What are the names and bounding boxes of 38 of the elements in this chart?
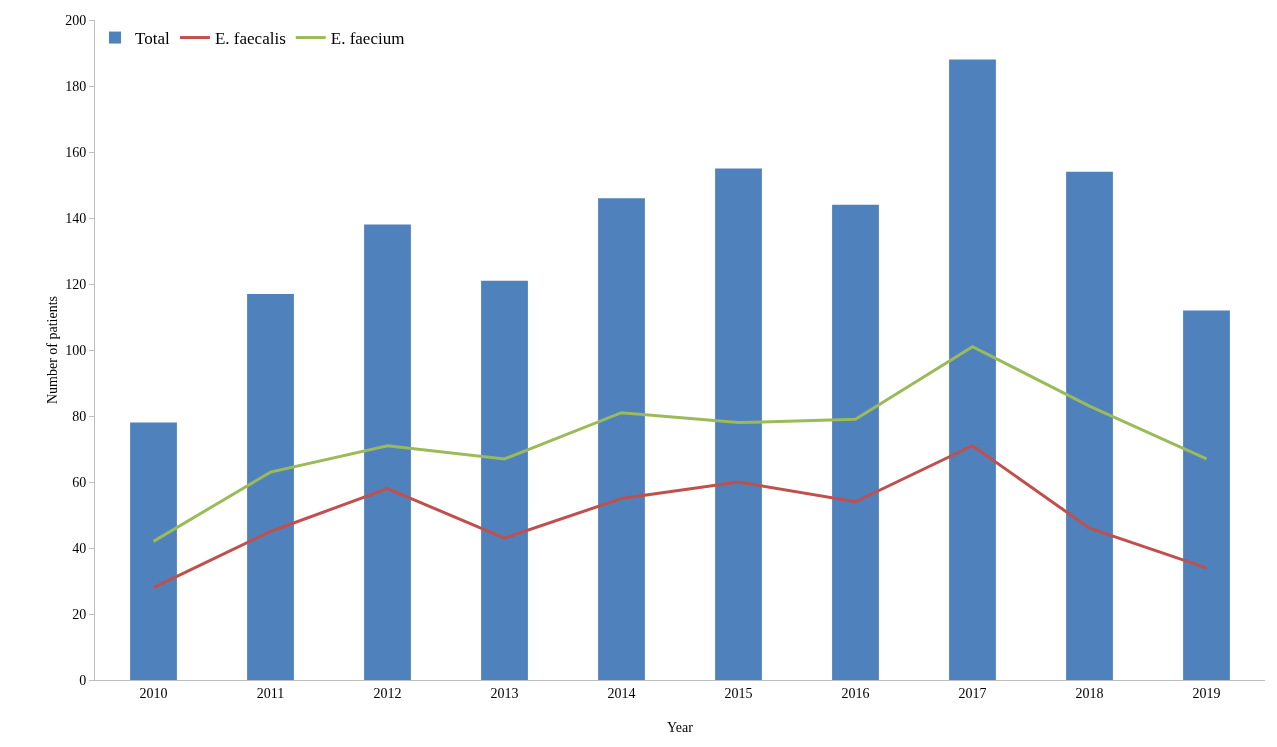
y-tick-label: 100 xyxy=(65,342,87,358)
x-tick-label: 2013 xyxy=(490,685,519,701)
y-tick-label: 160 xyxy=(65,144,87,160)
bar xyxy=(949,59,996,680)
x-tick-label: 2012 xyxy=(373,685,402,701)
bar xyxy=(481,280,528,680)
x-tick-label: 2019 xyxy=(1192,685,1221,701)
line-series xyxy=(152,444,1208,590)
y-tick-label: 80 xyxy=(72,408,87,424)
y-tick-label: 140 xyxy=(65,210,87,226)
y-axis-title: Number of patients xyxy=(45,295,60,405)
legend-label: E. faecalis xyxy=(214,29,286,49)
x-tick-label: 2010 xyxy=(139,685,168,701)
legend-label: Total xyxy=(135,29,170,49)
bar xyxy=(130,422,177,680)
y-tick-label: 120 xyxy=(65,276,87,292)
y-tick-label: 20 xyxy=(72,606,87,622)
bar xyxy=(247,293,294,680)
y-tick-label: 60 xyxy=(72,474,87,490)
bar xyxy=(1183,310,1230,680)
line-series xyxy=(152,345,1208,543)
x-tick-label: 2015 xyxy=(724,685,753,701)
bar xyxy=(1066,171,1113,680)
x-axis-title: Year xyxy=(667,720,694,735)
y-tick-label: 200 xyxy=(65,12,87,28)
x-tick-label: 2017 xyxy=(958,685,987,701)
y-tick-label: 180 xyxy=(65,78,87,94)
x-tick-label: 2018 xyxy=(1075,685,1104,701)
y-tick-label: 0 xyxy=(79,672,87,688)
bar xyxy=(832,204,879,680)
bar xyxy=(598,198,645,680)
x-tick-label: 2016 xyxy=(841,685,870,701)
bar xyxy=(715,168,762,680)
y-tick-label: 40 xyxy=(72,540,87,556)
x-tick-label: 2011 xyxy=(256,685,285,701)
legend-label: E. faecium xyxy=(330,29,405,49)
bar xyxy=(364,224,411,680)
x-tick-label: 2014 xyxy=(607,685,636,701)
